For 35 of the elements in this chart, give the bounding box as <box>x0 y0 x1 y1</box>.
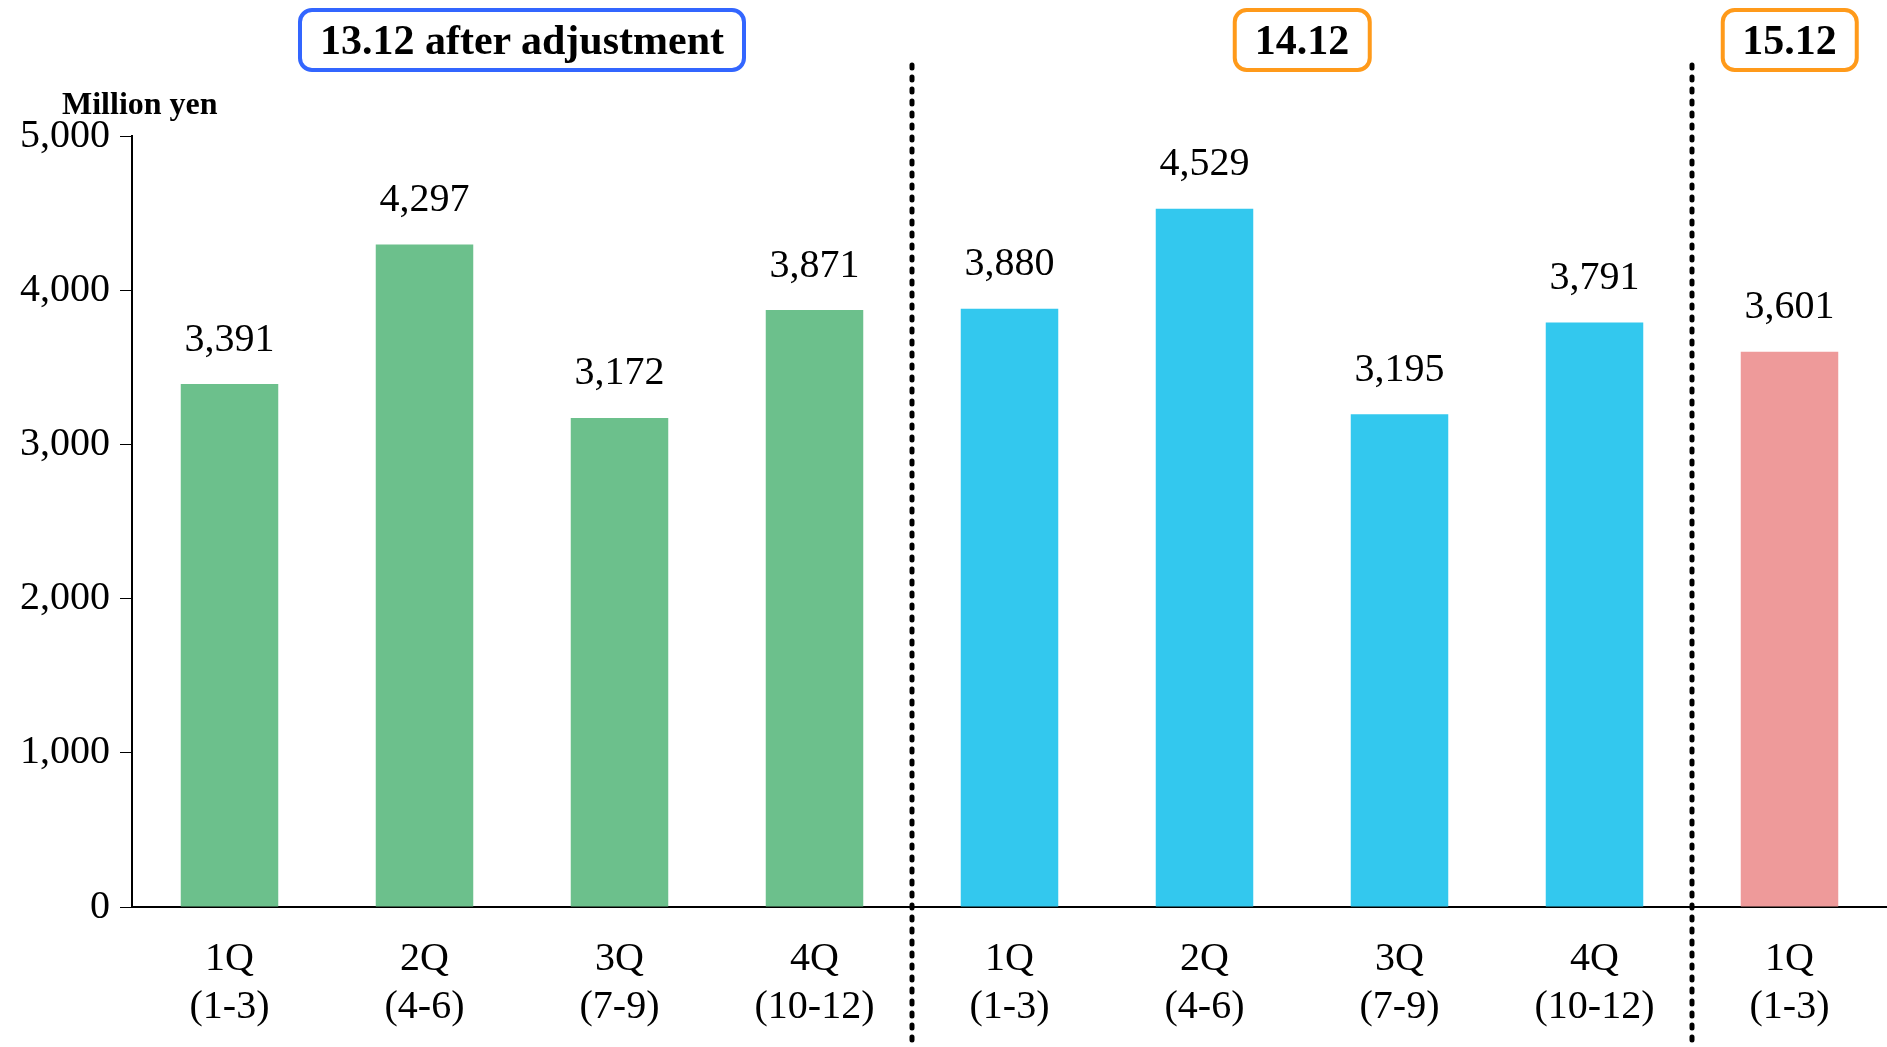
bar <box>375 244 474 907</box>
bar <box>1155 208 1254 907</box>
x-tick-label: 3Q (7-9) <box>579 933 660 1027</box>
y-tick-label: 4,000 <box>20 264 110 310</box>
x-tick-label: 1Q (1-3) <box>189 933 270 1027</box>
bar <box>765 310 864 907</box>
y-tick-label: 0 <box>90 881 110 927</box>
text: 14.12 <box>1232 8 1372 72</box>
x-tick-label: 4Q (10-12) <box>1534 933 1655 1027</box>
x-tick-label: 1Q (1-3) <box>1749 933 1830 1027</box>
y-tick-label: 2,000 <box>20 573 110 619</box>
data-label: 3,880 <box>964 239 1055 285</box>
data-label: 3,871 <box>769 240 860 286</box>
data-label: 3,391 <box>184 314 275 360</box>
bar <box>960 308 1059 907</box>
data-label: 3,172 <box>574 348 665 394</box>
y-tick-label: 1,000 <box>20 727 110 773</box>
bar <box>1350 414 1449 907</box>
data-label: 4,297 <box>379 174 470 220</box>
bar <box>180 384 279 907</box>
data-label: 3,791 <box>1549 252 1640 298</box>
bar <box>1545 322 1644 907</box>
bar <box>570 417 669 907</box>
data-label: 3,195 <box>1354 344 1445 390</box>
data-label: 3,601 <box>1744 282 1835 328</box>
text: 15.12 <box>1720 8 1859 72</box>
x-tick-label: 4Q (10-12) <box>754 933 875 1027</box>
y-tick-label: 3,000 <box>20 418 110 464</box>
text: 13.12 after adjustment <box>297 8 747 72</box>
bar <box>1740 351 1839 907</box>
x-tick-label: 1Q (1-3) <box>969 933 1050 1027</box>
x-tick-label: 2Q (4-6) <box>1164 933 1245 1027</box>
data-label: 4,529 <box>1159 139 1250 185</box>
x-tick-label: 3Q (7-9) <box>1359 933 1440 1027</box>
x-tick-label: 2Q (4-6) <box>384 933 465 1027</box>
